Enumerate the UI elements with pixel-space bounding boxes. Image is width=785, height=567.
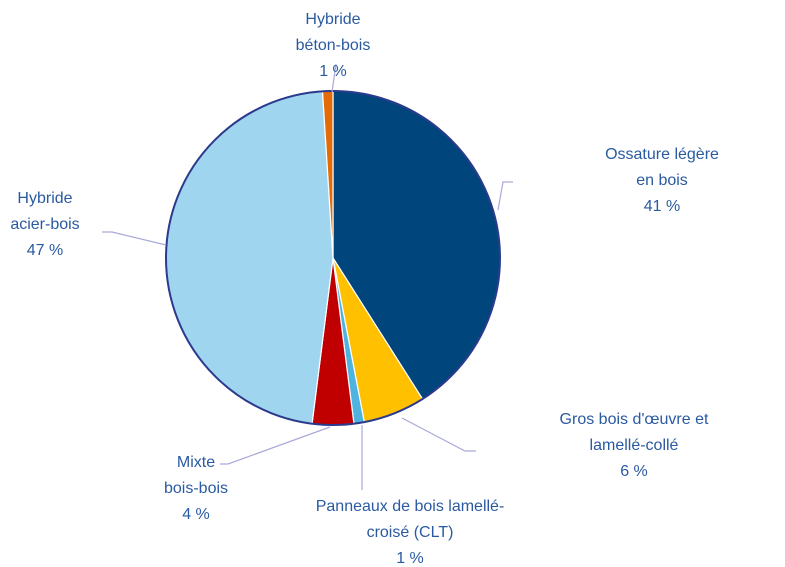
- leader-line: [401, 417, 476, 452]
- pie-border: [165, 90, 501, 426]
- data-label: Gros bois d'œuvre et lamellé-collé 6 %: [559, 407, 710, 485]
- category-label: Hybride béton-bois: [295, 11, 371, 54]
- leader-line: [220, 426, 331, 465]
- leader-line: [497, 181, 513, 211]
- data-label: Panneaux de bois lamellé- croisé (CLT) 1 …: [316, 494, 505, 567]
- category-label: Panneaux de bois lamellé- croisé (CLT): [315, 498, 505, 541]
- data-label: Hybride béton-bois 1 %: [296, 7, 371, 85]
- leader-line: [102, 231, 167, 246]
- value-label: 1 %: [396, 550, 424, 567]
- pie-slice: [165, 90, 334, 425]
- value-label: 1 %: [319, 63, 347, 80]
- category-label: Mixte bois-bois: [163, 454, 229, 497]
- category-label: Hybride acier-bois: [10, 190, 80, 233]
- value-label: 6 %: [620, 463, 648, 480]
- value-label: 47 %: [26, 242, 64, 259]
- data-label: Mixte bois-bois 4 %: [164, 450, 228, 528]
- category-label: Ossature légère en bois: [605, 146, 719, 189]
- value-label: 41 %: [643, 198, 681, 215]
- leader-line: [331, 63, 337, 93]
- value-label: 4 %: [182, 506, 210, 523]
- category-label: Gros bois d'œuvre et lamellé-collé: [559, 411, 709, 454]
- data-label: Hybride acier-bois 47 %: [10, 186, 79, 264]
- data-label: Ossature légère en bois 41 %: [601, 142, 724, 220]
